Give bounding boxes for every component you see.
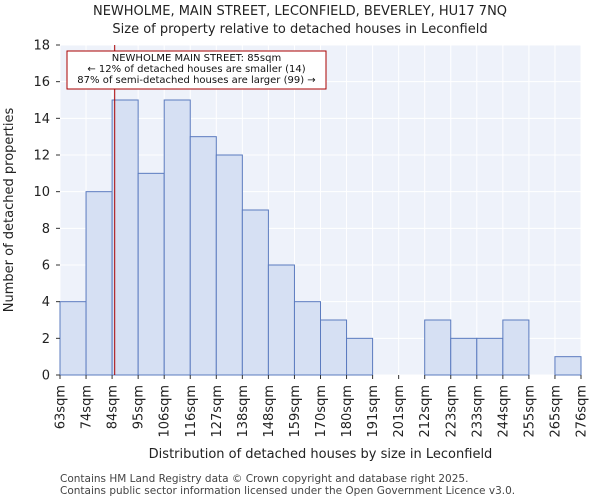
x-tick-label: 212sqm (418, 385, 433, 438)
bar (502, 319, 530, 376)
y-tick-label: 4 (42, 295, 50, 310)
x-tick-label: 106sqm (158, 385, 173, 438)
annotation-line-2: ← 12% of detached houses are smaller (14… (87, 64, 305, 75)
x-tick-label: 223sqm (444, 385, 459, 438)
y-tick-label: 2 (42, 332, 50, 347)
annotation-frame (66, 50, 327, 90)
bars (59, 99, 582, 376)
x-tick-label: 180sqm (340, 385, 355, 438)
bar (267, 264, 295, 376)
bar (476, 337, 504, 376)
chart-title: NEWHOLME, MAIN STREET, LECONFIELD, BEVER… (93, 4, 507, 19)
annotation-box: NEWHOLME MAIN STREET: 85sqm ← 12% of det… (66, 50, 327, 90)
x-tick-label: 255sqm (522, 385, 537, 438)
chart-subtitle: Size of property relative to detached ho… (112, 22, 487, 37)
x-tick-label: 116sqm (184, 385, 199, 438)
x-tick-label: 233sqm (470, 385, 485, 438)
x-tick-label: 201sqm (392, 385, 407, 438)
y-tick-label: 6 (42, 259, 50, 274)
y-tick-label: 14 (33, 112, 50, 127)
x-tick-label: 127sqm (210, 385, 225, 438)
footer-line-2: Contains public sector information licen… (60, 485, 515, 497)
footer-line-1: Contains HM Land Registry data © Crown c… (60, 473, 468, 485)
x-tick-label: 138sqm (236, 385, 251, 438)
x-tick-label: 74sqm (80, 385, 95, 429)
y-tick-label: 0 (42, 369, 50, 384)
x-tick-label: 191sqm (366, 385, 381, 438)
bar (320, 319, 348, 376)
y-axis-label: Number of detached properties (2, 108, 17, 313)
x-axis-label: Distribution of detached houses by size … (149, 447, 493, 462)
x-tick-label: 170sqm (314, 385, 329, 438)
bar (137, 172, 165, 376)
y-tick-label: 12 (33, 149, 50, 164)
x-axis-ticks: 63sqm 74sqm 84sqm 95sqm 106sqm 116sqm 127sqm 13… (54, 375, 590, 438)
bar (189, 136, 217, 376)
bar (450, 337, 478, 376)
bar (59, 301, 87, 376)
y-tick-label: 16 (33, 75, 50, 90)
bar (554, 356, 582, 376)
y-tick-label: 8 (42, 222, 50, 237)
bar (241, 209, 269, 376)
x-tick-label: 84sqm (106, 385, 121, 429)
bar (293, 301, 322, 376)
x-tick-label: 276sqm (575, 385, 590, 438)
y-tick-label: 10 (33, 185, 50, 200)
x-tick-label: 95sqm (132, 385, 147, 429)
x-tick-label: 265sqm (548, 385, 563, 438)
x-tick-label: 159sqm (288, 385, 303, 438)
y-axis-ticks: 0 2 4 6 8 10 12 14 16 18 (33, 39, 60, 384)
bar (111, 99, 139, 376)
bar (85, 191, 113, 376)
bar (346, 337, 374, 376)
y-tick-label: 18 (33, 39, 50, 54)
x-tick-label: 244sqm (496, 385, 511, 438)
bar (163, 99, 191, 376)
annotation-line-3: 87% of semi-detached houses are larger (… (77, 75, 315, 86)
bar (215, 154, 243, 376)
x-tick-label: 148sqm (262, 385, 277, 438)
bar (424, 319, 452, 376)
x-tick-label: 63sqm (54, 385, 69, 429)
annotation-line-1: NEWHOLME MAIN STREET: 85sqm (112, 53, 281, 64)
